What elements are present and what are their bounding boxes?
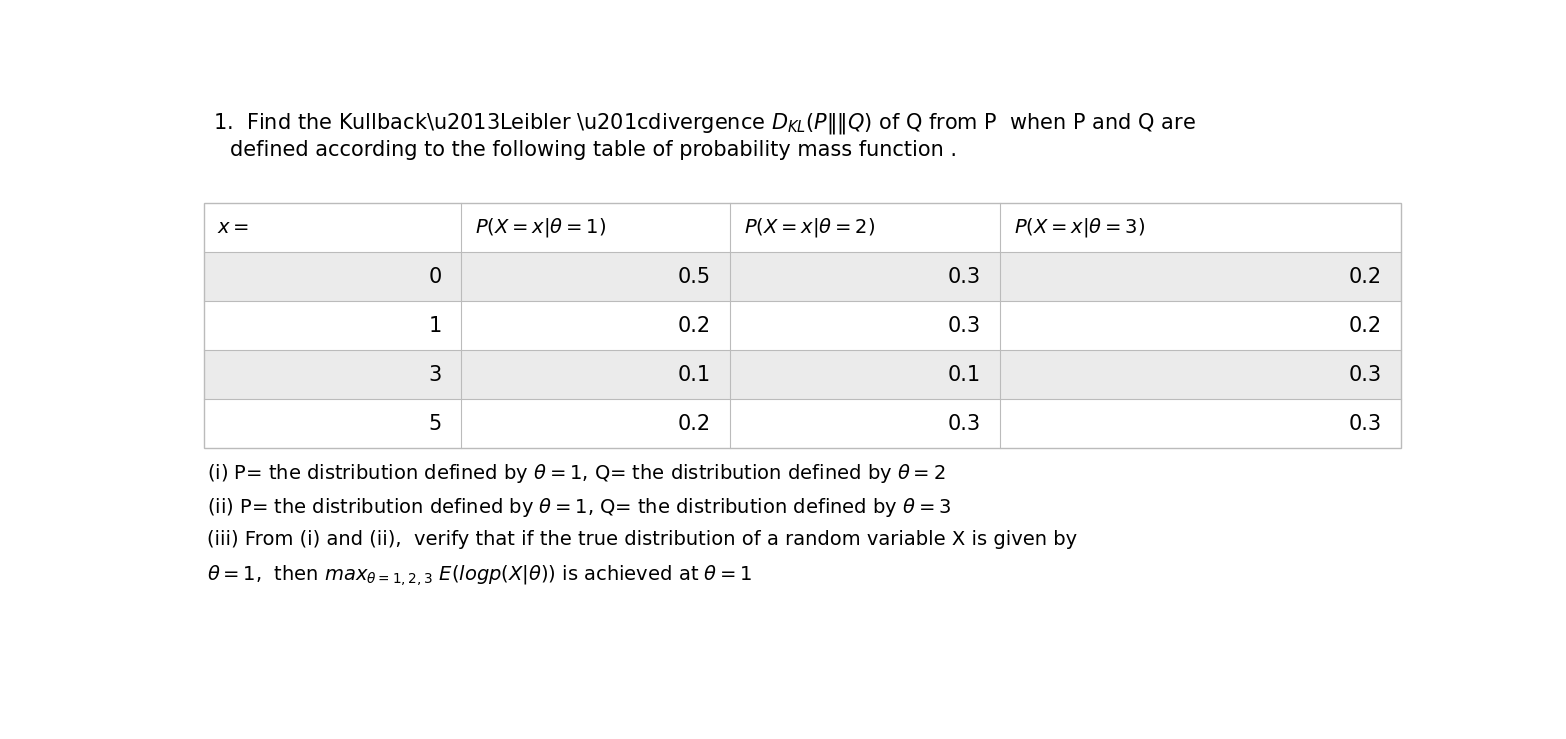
Bar: [204, 302, 1402, 350]
Text: $P(X = x|\theta = 2)$: $P(X = x|\theta = 2)$: [744, 217, 875, 239]
Text: 0.2: 0.2: [678, 414, 711, 434]
Bar: [204, 399, 1402, 449]
Text: 0.3: 0.3: [947, 316, 980, 336]
Text: 0.3: 0.3: [947, 267, 980, 287]
Text: 0: 0: [429, 267, 442, 287]
Text: (i) P= the distribution defined by $\theta = 1$, Q= the distribution defined by : (i) P= the distribution defined by $\the…: [207, 462, 946, 485]
Text: 0.3: 0.3: [1348, 414, 1381, 434]
Bar: [204, 203, 1402, 253]
Text: $P(X = x|\theta = 3)$: $P(X = x|\theta = 3)$: [1013, 217, 1145, 239]
Text: 0.2: 0.2: [1348, 316, 1381, 336]
Text: $P(X = x|\theta = 1)$: $P(X = x|\theta = 1)$: [474, 217, 606, 239]
Text: 3: 3: [429, 365, 442, 385]
Bar: [204, 253, 1402, 302]
Bar: [204, 203, 1402, 449]
Text: 0.5: 0.5: [678, 267, 711, 287]
Text: 0.1: 0.1: [678, 365, 711, 385]
Text: 0.1: 0.1: [947, 365, 980, 385]
Text: 0.3: 0.3: [947, 414, 980, 434]
Text: 0.2: 0.2: [678, 316, 711, 336]
Text: 1: 1: [429, 316, 442, 336]
Text: defined according to the following table of probability mass function .: defined according to the following table…: [230, 140, 957, 160]
Text: 5: 5: [429, 414, 442, 434]
Text: (ii) P= the distribution defined by $\theta = 1$, Q= the distribution defined by: (ii) P= the distribution defined by $\th…: [207, 496, 952, 519]
Text: 1.  Find the Kullback\u2013Leibler \u201cdivergence $D_{KL}(P\|\|Q)$ of Q from P: 1. Find the Kullback\u2013Leibler \u201c…: [213, 111, 1196, 136]
Text: (iii) From (i) and (ii),  verify that if the true distribution of a random varia: (iii) From (i) and (ii), verify that if …: [207, 530, 1077, 549]
Text: $x =$: $x =$: [218, 219, 249, 237]
Text: 0.2: 0.2: [1348, 267, 1381, 287]
Text: 0.3: 0.3: [1348, 365, 1381, 385]
Bar: [204, 350, 1402, 399]
Text: $\theta = 1$,  then $\mathit{max}_{\theta=1,2,3}$ $\mathit{E(logp(X|\theta))}$ i: $\theta = 1$, then $\mathit{max}_{\theta…: [207, 564, 753, 588]
